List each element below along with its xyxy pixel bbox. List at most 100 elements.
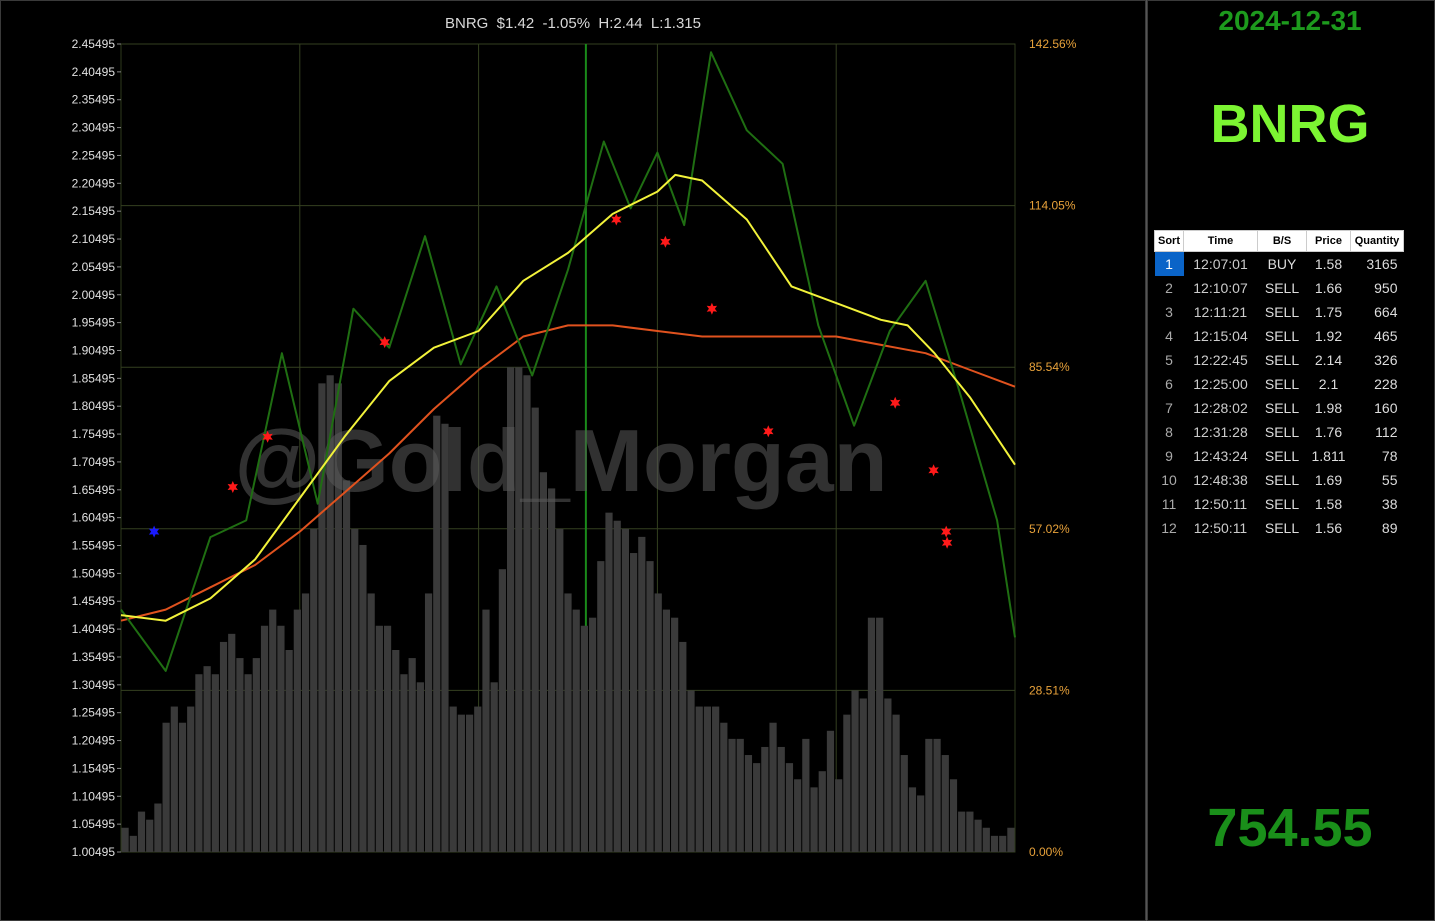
volume-bar bbox=[884, 698, 892, 852]
cell-time: 12:48:38 bbox=[1193, 472, 1248, 488]
volume-bar bbox=[146, 819, 154, 852]
volume-bar bbox=[424, 593, 433, 852]
table-row[interactable]: 7 12:28:02 SELL 1.98 160 bbox=[1155, 396, 1404, 420]
volume-bar bbox=[318, 383, 326, 852]
volume-bar bbox=[162, 722, 170, 852]
volume-bar bbox=[654, 593, 662, 852]
cell-time: 12:28:02 bbox=[1193, 400, 1248, 416]
cell-bs: SELL bbox=[1264, 520, 1300, 536]
cell-bs: SELL bbox=[1264, 304, 1300, 320]
volume-bar bbox=[638, 536, 646, 852]
cell-sort: 6 bbox=[1165, 376, 1173, 392]
volume-bar bbox=[498, 569, 506, 852]
y-axis-left-label: 1.80495 bbox=[72, 399, 116, 413]
cell-time: 12:07:01 bbox=[1193, 256, 1248, 272]
column-header-bs[interactable]: B/S bbox=[1257, 230, 1307, 252]
volume-bar bbox=[310, 528, 318, 852]
buy-marker bbox=[148, 525, 160, 538]
volume-bar bbox=[794, 779, 802, 852]
total-value: 754.55 bbox=[1207, 798, 1373, 858]
column-header-quantity[interactable]: Quantity bbox=[1350, 230, 1404, 252]
cell-price: 1.66 bbox=[1314, 280, 1343, 296]
volume-bar bbox=[203, 666, 211, 852]
price-line bbox=[120, 51, 1016, 672]
volume-bar bbox=[359, 544, 367, 852]
cell-sort: 8 bbox=[1165, 424, 1173, 440]
y-axis-right-label: 142.56% bbox=[1029, 37, 1077, 51]
volume-bar bbox=[465, 714, 474, 852]
table-row[interactable]: 11 12:50:11 SELL 1.58 38 bbox=[1155, 492, 1404, 516]
cell-time: 12:25:00 bbox=[1193, 376, 1248, 392]
volume-bar bbox=[876, 617, 884, 852]
volume-bar bbox=[613, 520, 621, 852]
cell-sort: 2 bbox=[1165, 280, 1173, 296]
cell-bs: SELL bbox=[1264, 424, 1300, 440]
column-header-sort[interactable]: Sort bbox=[1154, 230, 1184, 252]
volume-bar bbox=[818, 771, 826, 852]
volume-bar bbox=[580, 625, 589, 852]
volume-bar bbox=[835, 779, 843, 852]
cell-sort: 12 bbox=[1161, 520, 1177, 536]
sell-marker bbox=[706, 302, 718, 315]
y-axis-right-label: 57.02% bbox=[1029, 522, 1070, 536]
table-row[interactable]: 1 12:07:01 BUY 1.58 3165 bbox=[1154, 251, 1404, 276]
volume-bar bbox=[187, 706, 195, 852]
volume-bar bbox=[908, 787, 917, 852]
cell-bs: SELL bbox=[1264, 400, 1300, 416]
volume-bar bbox=[301, 593, 310, 852]
price-chart[interactable]: @Gold_Morgan 2.454952.404952.354952.3049… bbox=[1, 1, 1145, 920]
cell-time: 12:50:11 bbox=[1193, 496, 1248, 512]
y-axis-left-label: 2.20495 bbox=[72, 176, 116, 190]
cell-qty: 160 bbox=[1374, 400, 1398, 416]
y-axis-left-label: 1.70495 bbox=[72, 455, 116, 469]
table-row[interactable]: 6 12:25:00 SELL 2.1 228 bbox=[1155, 372, 1404, 396]
volume-bar bbox=[949, 779, 958, 852]
volume-bar bbox=[195, 674, 203, 852]
table-row[interactable]: 8 12:31:28 SELL 1.76 112 bbox=[1155, 420, 1404, 444]
column-header-price[interactable]: Price bbox=[1306, 230, 1351, 252]
volume-bar bbox=[490, 682, 498, 852]
table-row[interactable]: 12 12:50:11 SELL 1.56 89 bbox=[1155, 516, 1404, 540]
cell-bs: SELL bbox=[1264, 448, 1300, 464]
table-row[interactable]: 4 12:15:04 SELL 1.92 465 bbox=[1155, 324, 1404, 348]
table-row[interactable]: 9 12:43:24 SELL 1.811 78 bbox=[1155, 444, 1404, 468]
chart-panel: @Gold_Morgan 2.45495 2.40495 2.35495 2.3049… bbox=[0, 0, 1146, 921]
volume-bar bbox=[662, 609, 671, 852]
cell-price: 1.58 bbox=[1314, 256, 1343, 272]
cell-time: 12:15:04 bbox=[1193, 328, 1248, 344]
volume-bar bbox=[260, 625, 269, 852]
volume-bar bbox=[137, 811, 146, 852]
moving-average-fast-line bbox=[120, 173, 1016, 622]
cell-sort: 4 bbox=[1165, 328, 1173, 344]
volume-bar bbox=[744, 755, 753, 852]
volume-bar bbox=[695, 706, 703, 852]
y-axis-left-label: 2.35495 bbox=[72, 93, 116, 107]
table-row[interactable]: 2 12:10:07 SELL 1.66 950 bbox=[1155, 276, 1404, 300]
table-row[interactable]: 10 12:48:38 SELL 1.69 55 bbox=[1155, 468, 1404, 492]
column-header-time[interactable]: Time bbox=[1183, 230, 1258, 252]
sell-marker bbox=[763, 425, 774, 438]
cell-qty: 326 bbox=[1374, 352, 1398, 368]
cell-sort: 5 bbox=[1165, 352, 1173, 368]
cell-price: 2.1 bbox=[1318, 376, 1339, 392]
moving-average-slow-line bbox=[120, 324, 1016, 622]
volume-bar bbox=[917, 795, 925, 852]
cell-price: 1.76 bbox=[1314, 424, 1343, 440]
cell-sort: 7 bbox=[1165, 400, 1173, 416]
volume-bar bbox=[392, 650, 400, 852]
cell-bs: SELL bbox=[1264, 328, 1300, 344]
table-row[interactable]: 3 12:11:21 SELL 1.75 664 bbox=[1155, 300, 1404, 324]
volume-bar bbox=[843, 714, 851, 852]
volume-bar bbox=[178, 722, 187, 852]
volume-bar bbox=[342, 480, 351, 852]
y-axis-left-label: 1.10495 bbox=[72, 789, 116, 803]
y-axis-left-label: 2.40495 bbox=[72, 65, 116, 79]
table-row[interactable]: 5 12:22:45 SELL 2.14 326 bbox=[1155, 348, 1404, 372]
volume-bar bbox=[810, 787, 818, 852]
volume-bar bbox=[826, 730, 835, 852]
sell-marker bbox=[941, 525, 952, 538]
sell-marker bbox=[379, 336, 390, 349]
volume-bars bbox=[121, 367, 1015, 852]
volume-bar bbox=[982, 827, 990, 852]
y-axis-left-label: 1.15495 bbox=[72, 761, 116, 775]
